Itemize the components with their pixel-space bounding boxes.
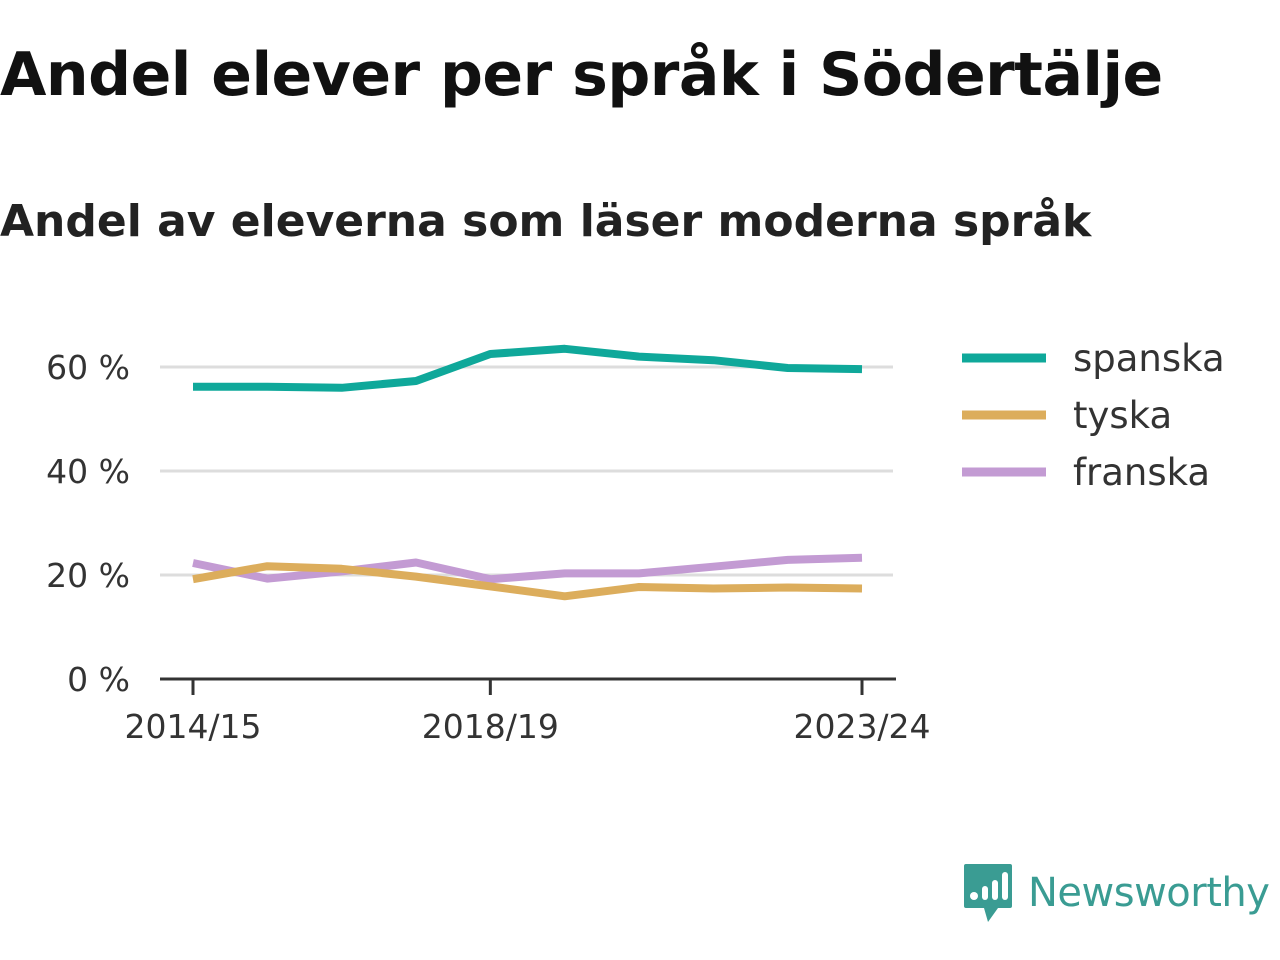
x-tick-label: 2018/19 (422, 707, 559, 746)
legend-label-tyska: tyska (1073, 394, 1172, 437)
series-lines (192, 344, 863, 601)
series-line-tyska (192, 562, 863, 601)
series-line-franska (192, 553, 863, 584)
newsworthy-logo: Newsworthy (962, 862, 1270, 924)
chart-subtitle: Andel av eleverna som läser moderna språ… (0, 196, 1092, 247)
chart-title: Andel elever per språk i Södertälje (0, 40, 1163, 110)
legend: spanska tyska franska (962, 337, 1225, 494)
x-tick-label: 2023/24 (793, 707, 930, 746)
logo-text: Newsworthy (1028, 870, 1270, 916)
x-tick-label: 2014/15 (124, 707, 261, 746)
y-tick-label: 0 % (67, 660, 130, 699)
series-line-spanska (193, 344, 863, 392)
grid-lines (160, 365, 893, 577)
legend-label-spanska: spanska (1073, 337, 1225, 380)
x-axis: 2014/15 2018/19 2023/24 (124, 677, 931, 746)
line-chart: 2014/15 2018/19 2023/24 0 % 20 % 40 % 60 % sp… (46, 337, 1225, 746)
y-axis-labels: 0 % 20 % 40 % 60 % (46, 348, 130, 699)
y-tick-label: 60 % (46, 348, 130, 387)
y-tick-label: 20 % (46, 556, 130, 595)
newsworthy-logo-icon (964, 864, 1012, 922)
legend-label-franska: franska (1073, 451, 1210, 494)
y-tick-label: 40 % (46, 452, 130, 491)
